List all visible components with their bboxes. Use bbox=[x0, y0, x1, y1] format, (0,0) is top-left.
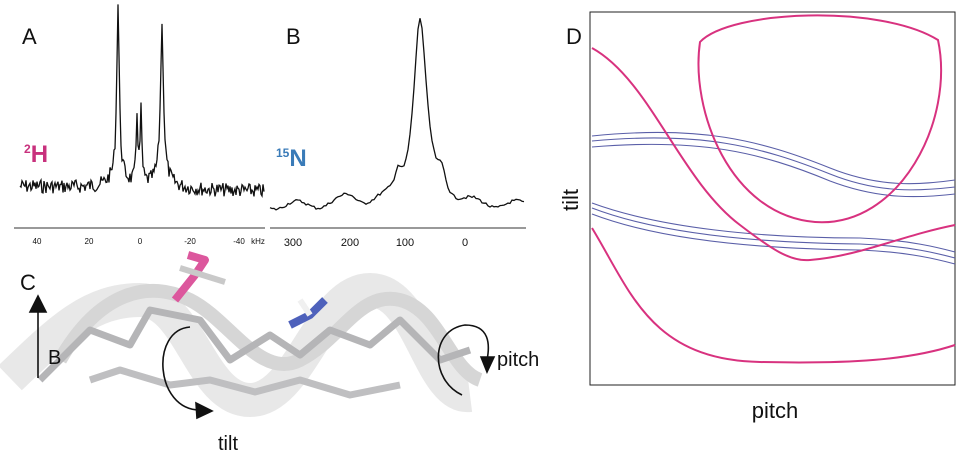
axis-title: tilt bbox=[558, 189, 583, 211]
contours bbox=[591, 131, 956, 265]
helix bbox=[0, 251, 483, 418]
tick-label: -20 bbox=[184, 237, 196, 246]
panel-label: D bbox=[566, 24, 582, 49]
tick-label: 0 bbox=[138, 237, 143, 246]
spectrum bbox=[269, 18, 525, 211]
nucleus-label: 2H bbox=[24, 141, 48, 168]
rotation-label: tilt bbox=[218, 433, 238, 455]
ticks: 300 200 100 0 bbox=[284, 237, 468, 249]
tick-label: 300 bbox=[284, 237, 302, 249]
tick-label: 0 bbox=[462, 237, 468, 249]
element: H bbox=[31, 141, 48, 168]
field-label: B bbox=[48, 347, 61, 369]
panel-label: A bbox=[22, 24, 37, 49]
tick-label: 20 bbox=[85, 237, 94, 246]
panel-label: B bbox=[286, 24, 301, 49]
nucleus-label: 15N bbox=[276, 145, 307, 172]
mass-number: 15 bbox=[276, 146, 290, 160]
ticks: 40 20 0 -20 -40 kHz bbox=[33, 237, 265, 246]
rotation-label: pitch bbox=[497, 349, 539, 371]
axis-title: pitch bbox=[752, 398, 798, 423]
tick-label: 200 bbox=[341, 237, 359, 249]
mass-number: 2 bbox=[24, 142, 31, 156]
tick-label: 100 bbox=[396, 237, 414, 249]
element: N bbox=[289, 145, 306, 172]
spectrum bbox=[19, 4, 265, 198]
contours bbox=[591, 14, 956, 364]
unit-label: kHz bbox=[251, 237, 265, 246]
plot-frame bbox=[589, 11, 956, 386]
tick-label: -40 bbox=[233, 237, 245, 246]
arrows bbox=[28, 294, 496, 420]
tick-label: 40 bbox=[33, 237, 42, 246]
panel-label: C bbox=[20, 270, 36, 295]
